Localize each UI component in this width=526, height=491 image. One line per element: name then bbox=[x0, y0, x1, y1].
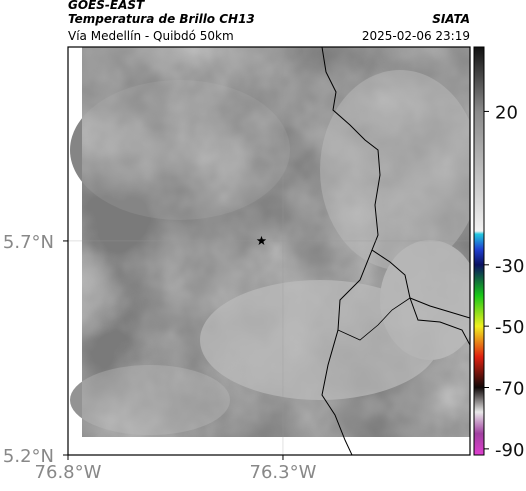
colorbar-tick-label: 20 bbox=[495, 102, 518, 123]
y-tick-label: 5.7°N bbox=[3, 232, 54, 253]
colorbar-tick-label: -50 bbox=[495, 317, 524, 338]
source: SIATA bbox=[432, 12, 470, 26]
title: GOES-EAST bbox=[68, 0, 145, 12]
colorbar-tick-label: -30 bbox=[495, 256, 524, 277]
subtitle: Temperatura de Brillo CH13 bbox=[68, 12, 255, 26]
x-tick-label: 76.3°W bbox=[250, 462, 317, 483]
map-frame bbox=[67, 46, 471, 456]
colorbar-tick-label: -90 bbox=[495, 440, 524, 461]
x-tick-label: 76.8°W bbox=[35, 462, 102, 483]
colorbar-tick-label: -70 bbox=[495, 379, 524, 400]
y-tick-label: 5.2°N bbox=[3, 446, 54, 467]
region: Vía Medellín - Quibdó 50km bbox=[68, 29, 234, 43]
colorbar bbox=[473, 46, 485, 456]
map-image bbox=[68, 47, 470, 455]
timestamp: 2025-02-06 23:19 bbox=[362, 29, 470, 43]
location-marker bbox=[256, 235, 267, 245]
